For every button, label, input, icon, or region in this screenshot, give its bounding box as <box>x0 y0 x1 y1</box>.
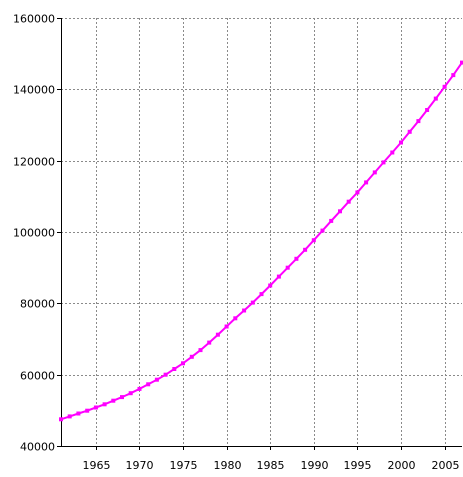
tick-labels: 40000 60000 80000 100000 120000 140000 160000 1… <box>13 13 460 473</box>
data-point <box>163 372 168 377</box>
data-point <box>285 265 290 270</box>
data-point <box>407 129 412 134</box>
data-point <box>390 150 395 155</box>
x-tick-label: 1995 <box>344 459 372 472</box>
data-point <box>372 170 377 175</box>
x-tick-label: 1975 <box>170 459 198 472</box>
data-point <box>294 256 299 261</box>
x-tick-label: 2005 <box>432 459 460 472</box>
x-tick-label: 1970 <box>126 459 154 472</box>
data-point <box>233 316 238 321</box>
data-point <box>338 209 342 214</box>
data-point <box>442 84 447 89</box>
data-point <box>250 300 255 305</box>
series-line <box>60 62 463 421</box>
data-point <box>111 398 116 403</box>
data-point <box>215 332 220 337</box>
data-point <box>189 354 194 359</box>
data-point <box>93 405 98 410</box>
y-tick-label: 40000 <box>20 441 55 454</box>
data-point <box>120 395 124 400</box>
data-point <box>329 218 334 223</box>
data-point <box>433 96 438 101</box>
data-point <box>303 247 308 252</box>
x-tick-label: 2000 <box>388 459 416 472</box>
data-point <box>76 411 81 416</box>
data-point <box>128 391 133 396</box>
x-tick-label: 1965 <box>83 459 111 472</box>
data-point <box>154 377 159 382</box>
data-point <box>399 140 403 145</box>
y-tick-label: 100000 <box>13 227 55 240</box>
data-point <box>242 308 247 313</box>
data-point <box>85 408 90 413</box>
data-point <box>320 228 325 233</box>
y-tick-label: 60000 <box>20 370 55 383</box>
data-point <box>67 414 72 419</box>
data-point <box>268 283 273 288</box>
data-point <box>381 160 386 165</box>
data-point <box>224 324 229 329</box>
data-point <box>276 274 281 279</box>
data-point <box>207 340 212 345</box>
data-point <box>355 190 360 195</box>
data-point <box>181 361 185 366</box>
data-point <box>137 386 142 391</box>
data-point <box>198 348 203 353</box>
data-point <box>146 382 151 387</box>
y-tick-label: 120000 <box>13 156 55 169</box>
axes <box>57 18 462 450</box>
data-series <box>59 60 463 422</box>
data-point <box>346 199 351 204</box>
data-point <box>364 180 369 185</box>
y-tick-label: 80000 <box>20 298 55 311</box>
data-point <box>259 292 264 297</box>
grid-lines <box>61 18 462 446</box>
x-tick-label: 1980 <box>214 459 242 472</box>
data-point <box>311 238 316 243</box>
data-point <box>416 119 421 124</box>
data-point <box>102 402 107 407</box>
x-tick-label: 1985 <box>257 459 285 472</box>
data-point <box>451 73 456 78</box>
data-point <box>59 417 63 422</box>
y-tick-label: 160000 <box>13 13 55 26</box>
y-tick-label: 140000 <box>13 84 55 97</box>
data-point <box>425 108 430 112</box>
data-point <box>172 367 177 371</box>
x-tick-label: 1990 <box>301 459 329 472</box>
data-point <box>460 60 463 65</box>
